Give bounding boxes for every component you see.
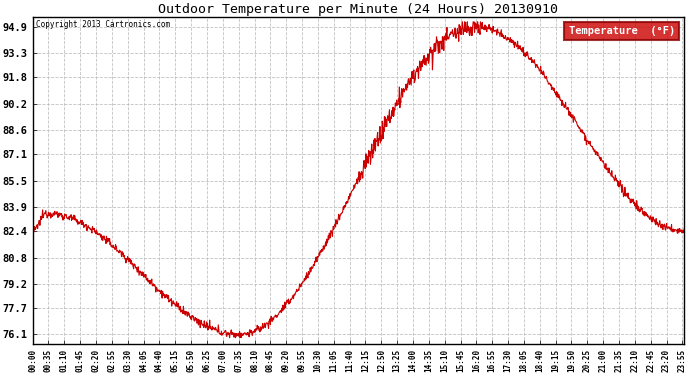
Temperature  (°F) bbox=[157, 292, 166, 297]
Temperature  (°F) bbox=[546, 82, 554, 86]
Legend: Temperature  (°F): Temperature (°F) bbox=[564, 22, 679, 40]
Temperature  (°F) bbox=[173, 304, 181, 309]
Line: Temperature  (°F): Temperature (°F) bbox=[32, 22, 684, 338]
Temperature  (°F) bbox=[28, 230, 37, 234]
Temperature  (°F) bbox=[458, 20, 466, 24]
Temperature  (°F) bbox=[461, 29, 469, 34]
Text: Copyright 2013 Cartronics.com: Copyright 2013 Cartronics.com bbox=[36, 20, 170, 29]
Title: Outdoor Temperature per Minute (24 Hours) 20130910: Outdoor Temperature per Minute (24 Hours… bbox=[159, 3, 558, 16]
Temperature  (°F) bbox=[226, 336, 234, 340]
Temperature  (°F) bbox=[680, 226, 689, 231]
Temperature  (°F) bbox=[247, 331, 255, 335]
Temperature  (°F) bbox=[604, 166, 612, 170]
